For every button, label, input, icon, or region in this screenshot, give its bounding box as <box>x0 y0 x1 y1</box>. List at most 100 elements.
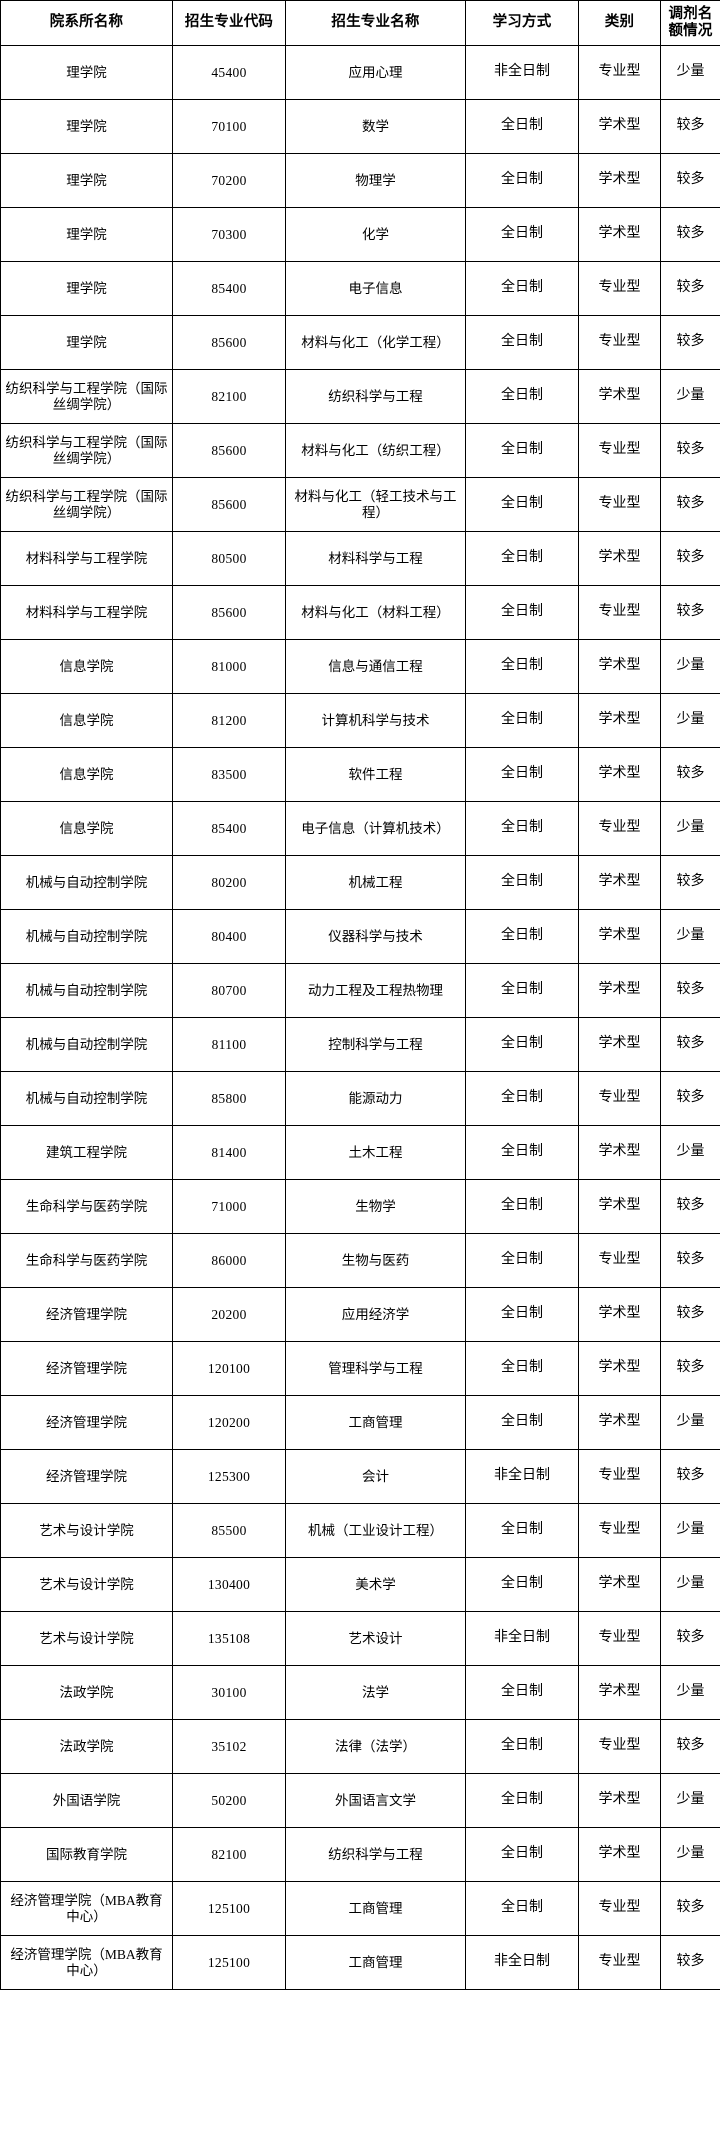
cell-dept: 机械与自动控制学院 <box>0 1071 173 1126</box>
table-row: 机械与自动控制学院 80200 机械工程 全日制 学术型 较多 <box>0 855 720 910</box>
cell-mode: 全日制 <box>465 261 579 316</box>
cell-dept: 理学院 <box>0 207 173 262</box>
table-row: 机械与自动控制学院 81100 控制科学与工程 全日制 学术型 较多 <box>0 1017 720 1072</box>
cell-mode: 全日制 <box>465 1233 579 1288</box>
cell-dept: 国际教育学院 <box>0 1827 173 1882</box>
cell-type: 学术型 <box>578 909 661 964</box>
cell-dept: 经济管理学院（MBA教育中心） <box>0 1935 173 1990</box>
cell-type: 学术型 <box>578 1827 661 1882</box>
cell-quota: 较多 <box>660 261 720 316</box>
cell-quota: 较多 <box>660 1881 720 1936</box>
cell-mode: 全日制 <box>465 747 579 802</box>
cell-quota: 较多 <box>660 1935 720 1990</box>
table-row: 法政学院 30100 法学 全日制 学术型 少量 <box>0 1665 720 1720</box>
cell-mode: 全日制 <box>465 1557 579 1612</box>
cell-mode: 全日制 <box>465 1341 579 1396</box>
cell-type: 专业型 <box>578 1719 661 1774</box>
table-row: 艺术与设计学院 135108 艺术设计 非全日制 专业型 较多 <box>0 1611 720 1666</box>
cell-type: 学术型 <box>578 747 661 802</box>
cell-mode: 全日制 <box>465 207 579 262</box>
column-header-major: 招生专业名称 <box>285 0 466 46</box>
cell-type: 学术型 <box>578 855 661 910</box>
cell-mode: 全日制 <box>465 315 579 370</box>
cell-type: 专业型 <box>578 1611 661 1666</box>
cell-code: 81100 <box>172 1017 286 1072</box>
cell-quota: 较多 <box>660 531 720 586</box>
cell-mode: 全日制 <box>465 1017 579 1072</box>
cell-major: 纺织科学与工程 <box>285 1827 466 1882</box>
cell-type: 学术型 <box>578 1773 661 1828</box>
cell-mode: 全日制 <box>465 585 579 640</box>
cell-major: 化学 <box>285 207 466 262</box>
cell-code: 70300 <box>172 207 286 262</box>
table-row: 材料科学与工程学院 80500 材料科学与工程 全日制 学术型 较多 <box>0 531 720 586</box>
cell-quota: 较多 <box>660 153 720 208</box>
cell-quota: 少量 <box>660 1125 720 1180</box>
cell-dept: 艺术与设计学院 <box>0 1557 173 1612</box>
cell-type: 专业型 <box>578 1449 661 1504</box>
cell-dept: 建筑工程学院 <box>0 1125 173 1180</box>
cell-mode: 全日制 <box>465 423 579 478</box>
cell-dept: 纺织科学与工程学院（国际丝绸学院） <box>0 423 173 478</box>
table-row: 经济管理学院 125300 会计 非全日制 专业型 较多 <box>0 1449 720 1504</box>
cell-code: 80400 <box>172 909 286 964</box>
table-header-row: 院系所名称 招生专业代码 招生专业名称 学习方式 类别 调剂名额情况 <box>0 0 720 46</box>
cell-code: 30100 <box>172 1665 286 1720</box>
cell-quota: 较多 <box>660 855 720 910</box>
table-row: 法政学院 35102 法律（法学） 全日制 专业型 较多 <box>0 1719 720 1774</box>
cell-mode: 全日制 <box>465 693 579 748</box>
cell-type: 学术型 <box>578 153 661 208</box>
cell-mode: 全日制 <box>465 1503 579 1558</box>
cell-dept: 信息学院 <box>0 747 173 802</box>
cell-code: 20200 <box>172 1287 286 1342</box>
cell-code: 85600 <box>172 477 286 532</box>
cell-dept: 理学院 <box>0 153 173 208</box>
cell-mode: 非全日制 <box>465 45 579 100</box>
cell-code: 120200 <box>172 1395 286 1450</box>
cell-type: 学术型 <box>578 1341 661 1396</box>
cell-dept: 生命科学与医药学院 <box>0 1233 173 1288</box>
cell-type: 专业型 <box>578 1881 661 1936</box>
cell-dept: 经济管理学院 <box>0 1449 173 1504</box>
cell-major: 美术学 <box>285 1557 466 1612</box>
cell-quota: 少量 <box>660 1503 720 1558</box>
table-row: 材料科学与工程学院 85600 材料与化工（材料工程） 全日制 专业型 较多 <box>0 585 720 640</box>
cell-major: 应用心理 <box>285 45 466 100</box>
cell-major: 管理科学与工程 <box>285 1341 466 1396</box>
table-row: 理学院 85600 材料与化工（化学工程） 全日制 专业型 较多 <box>0 315 720 370</box>
table-row: 信息学院 85400 电子信息（计算机技术） 全日制 专业型 少量 <box>0 801 720 856</box>
cell-mode: 全日制 <box>465 1719 579 1774</box>
cell-code: 35102 <box>172 1719 286 1774</box>
cell-dept: 经济管理学院 <box>0 1395 173 1450</box>
cell-code: 125100 <box>172 1881 286 1936</box>
table-row: 信息学院 83500 软件工程 全日制 学术型 较多 <box>0 747 720 802</box>
cell-code: 83500 <box>172 747 286 802</box>
cell-type: 专业型 <box>578 1935 661 1990</box>
cell-code: 125100 <box>172 1935 286 1990</box>
cell-major: 生物与医药 <box>285 1233 466 1288</box>
cell-major: 材料与化工（轻工技术与工程） <box>285 477 466 532</box>
cell-type: 学术型 <box>578 639 661 694</box>
cell-major: 机械工程 <box>285 855 466 910</box>
table-row: 经济管理学院 120100 管理科学与工程 全日制 学术型 较多 <box>0 1341 720 1396</box>
cell-dept: 艺术与设计学院 <box>0 1611 173 1666</box>
cell-major: 数学 <box>285 99 466 154</box>
table-row: 机械与自动控制学院 80400 仪器科学与技术 全日制 学术型 少量 <box>0 909 720 964</box>
table-row: 艺术与设计学院 85500 机械（工业设计工程） 全日制 专业型 少量 <box>0 1503 720 1558</box>
cell-quota: 少量 <box>660 1395 720 1450</box>
cell-code: 85500 <box>172 1503 286 1558</box>
cell-code: 86000 <box>172 1233 286 1288</box>
cell-dept: 法政学院 <box>0 1665 173 1720</box>
cell-quota: 较多 <box>660 315 720 370</box>
cell-type: 学术型 <box>578 1287 661 1342</box>
cell-code: 135108 <box>172 1611 286 1666</box>
cell-dept: 纺织科学与工程学院（国际丝绸学院） <box>0 477 173 532</box>
table-row: 纺织科学与工程学院（国际丝绸学院） 82100 纺织科学与工程 全日制 学术型 少量 <box>0 369 720 424</box>
cell-code: 85600 <box>172 423 286 478</box>
cell-quota: 少量 <box>660 909 720 964</box>
cell-dept: 经济管理学院 <box>0 1287 173 1342</box>
cell-mode: 全日制 <box>465 531 579 586</box>
cell-type: 学术型 <box>578 1557 661 1612</box>
cell-code: 81000 <box>172 639 286 694</box>
cell-major: 仪器科学与技术 <box>285 909 466 964</box>
